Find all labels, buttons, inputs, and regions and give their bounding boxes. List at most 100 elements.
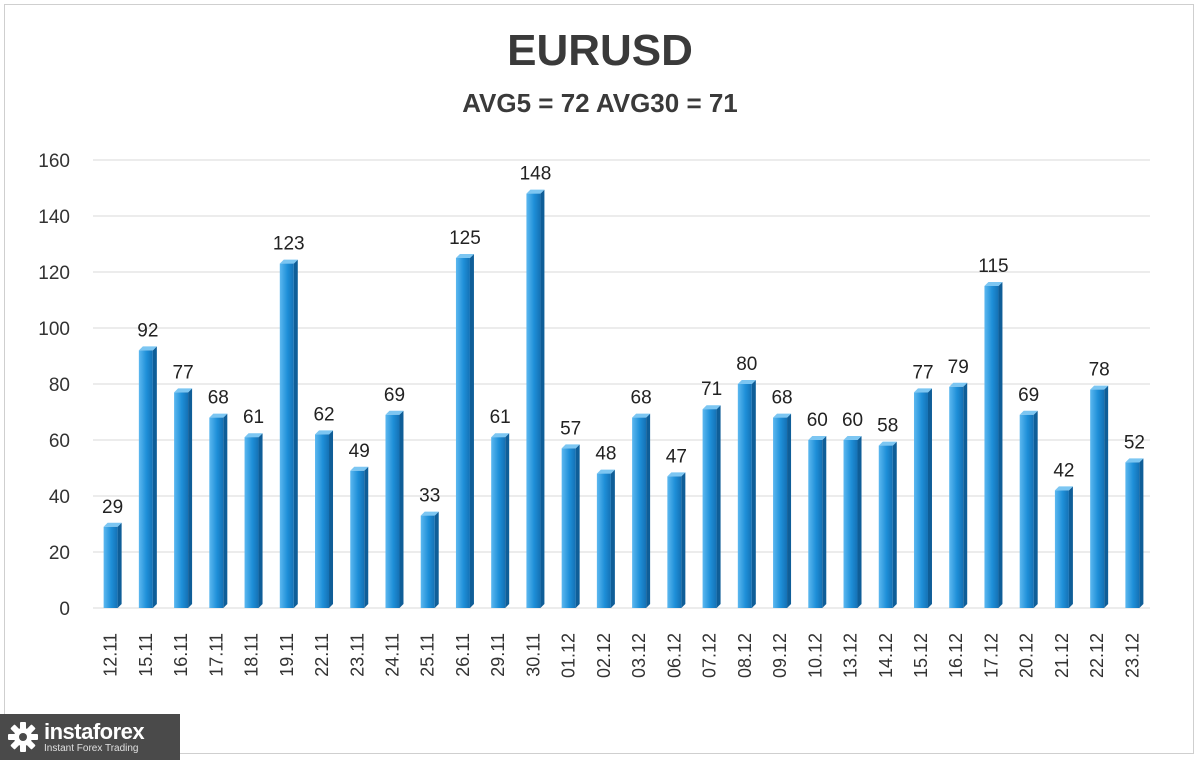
x-tick-label: 15.12	[911, 633, 931, 678]
bar-front	[949, 386, 964, 608]
x-tick-label: 06.12	[664, 633, 684, 678]
bar-front	[1090, 389, 1105, 608]
bar-side	[505, 433, 510, 608]
x-tick-label: 02.12	[594, 633, 614, 678]
bar-top	[455, 254, 474, 258]
bar	[526, 189, 545, 608]
bar-side	[399, 410, 404, 608]
bar-front	[385, 414, 400, 608]
x-tick-label: 08.12	[735, 633, 755, 678]
bar-front	[455, 258, 470, 608]
chart-frame	[4, 4, 1194, 754]
bar-top	[385, 410, 404, 415]
bar-front	[138, 350, 153, 608]
chart-subtitle: AVG5 = 72 AVG30 = 71	[462, 88, 738, 118]
bar	[773, 413, 792, 608]
bar-front	[279, 263, 294, 608]
x-tick-label: 24.11	[382, 633, 402, 677]
bar-side	[364, 466, 369, 608]
x-tick-label: 30.11	[523, 633, 543, 677]
bar-side	[716, 405, 721, 608]
bar-side	[1033, 410, 1038, 608]
data-label: 60	[842, 410, 863, 431]
y-tick-label: 100	[38, 319, 70, 340]
bar-front	[526, 193, 541, 608]
bar	[385, 410, 404, 608]
bar-top	[949, 382, 968, 387]
bar-side	[963, 382, 968, 608]
data-label: 62	[313, 404, 334, 425]
bar-top	[315, 430, 334, 435]
data-label: 60	[807, 410, 828, 431]
bar	[279, 259, 298, 608]
data-label: 69	[1018, 385, 1039, 406]
bar-side	[575, 444, 580, 608]
bar-top	[843, 436, 862, 440]
y-tick-label: 140	[38, 207, 70, 228]
data-label: 49	[349, 441, 370, 462]
x-tick-label: 26.11	[453, 633, 473, 677]
bar-top	[174, 388, 193, 393]
bar	[949, 382, 968, 608]
data-label: 68	[208, 388, 229, 409]
x-axis: 12.11 15.11 16.11 17.11 18.11 19.11 22.11 23.11…	[101, 633, 1143, 678]
bar-front	[561, 448, 576, 608]
bar-side	[927, 388, 932, 608]
bar-side	[1068, 486, 1073, 608]
bar-side	[822, 436, 827, 608]
data-label: 80	[736, 354, 757, 375]
bar-side	[258, 433, 263, 608]
bar-side	[787, 413, 792, 608]
x-tick-label: 10.12	[805, 633, 825, 678]
bar	[103, 522, 122, 608]
data-label: 77	[912, 362, 933, 383]
x-tick-label: 29.11	[488, 633, 508, 677]
y-tick-label: 160	[38, 151, 70, 172]
data-label: 29	[102, 497, 123, 518]
y-tick-label: 20	[49, 543, 70, 564]
data-label: 61	[243, 407, 264, 428]
data-label: 68	[771, 388, 792, 409]
x-tick-label: 12.11	[101, 633, 121, 677]
bar-front	[878, 445, 893, 608]
y-axis: 0 20 40 60 80 100 120 140 160	[38, 151, 70, 620]
bar-top	[209, 413, 228, 418]
bar-front	[103, 526, 118, 608]
x-tick-label: 20.12	[1017, 633, 1037, 678]
bar-side	[857, 436, 862, 608]
bar-top	[596, 469, 615, 474]
bar	[913, 388, 932, 608]
bar-top	[667, 472, 686, 477]
data-label: 48	[595, 444, 616, 465]
bar-top	[350, 466, 369, 471]
bar-side	[329, 430, 334, 608]
bar-side	[540, 189, 545, 608]
x-tick-label: 09.12	[770, 633, 790, 678]
data-label: 92	[137, 320, 158, 341]
y-tick-label: 60	[49, 431, 70, 452]
bar-front	[702, 409, 717, 608]
bar-side	[434, 511, 439, 608]
bar-top	[526, 189, 545, 194]
bar-side	[293, 259, 298, 608]
x-tick-label: 13.12	[841, 633, 861, 678]
y-tick-label: 0	[59, 599, 70, 620]
bar	[1125, 458, 1144, 608]
bar	[350, 466, 369, 608]
data-label: 57	[560, 418, 581, 439]
bar-side	[681, 472, 686, 608]
bar-side	[998, 282, 1003, 608]
bar	[878, 441, 897, 608]
x-tick-label: 17.12	[981, 633, 1001, 678]
bar	[702, 405, 721, 608]
bar	[315, 430, 334, 608]
y-tick-label: 40	[49, 487, 70, 508]
x-tick-label: 16.12	[946, 633, 966, 678]
x-tick-label: 16.11	[171, 633, 191, 677]
x-tick-label: 23.12	[1122, 633, 1142, 678]
bar-front	[632, 417, 647, 608]
bar-top	[913, 388, 932, 393]
gridlines	[93, 159, 1150, 609]
bar-front	[984, 286, 999, 608]
